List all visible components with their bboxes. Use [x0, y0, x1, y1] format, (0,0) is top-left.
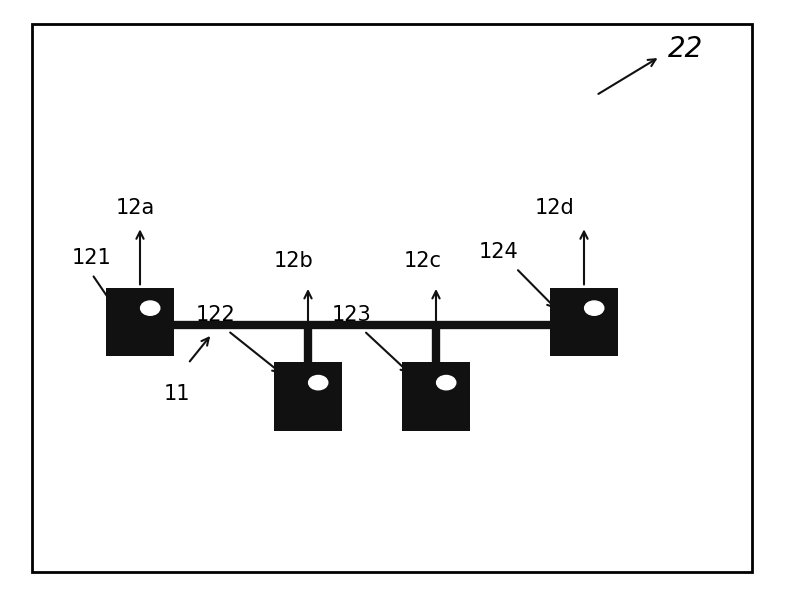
Text: 12c: 12c	[404, 251, 442, 271]
Bar	[274, 362, 342, 430]
Text: 12d: 12d	[534, 197, 574, 218]
Text: 122: 122	[196, 305, 236, 325]
Text: 22: 22	[668, 35, 703, 63]
Text: 123: 123	[332, 305, 372, 325]
Circle shape	[141, 301, 160, 315]
Bar	[106, 287, 174, 356]
Circle shape	[437, 375, 456, 390]
Text: 11: 11	[164, 384, 190, 405]
Bar	[550, 287, 618, 356]
Text: 12a: 12a	[116, 197, 155, 218]
Text: 12b: 12b	[274, 251, 314, 271]
Bar	[402, 362, 470, 430]
Circle shape	[585, 301, 604, 315]
Text: 124: 124	[478, 242, 518, 262]
Circle shape	[309, 375, 328, 390]
Text: 121: 121	[72, 248, 112, 268]
